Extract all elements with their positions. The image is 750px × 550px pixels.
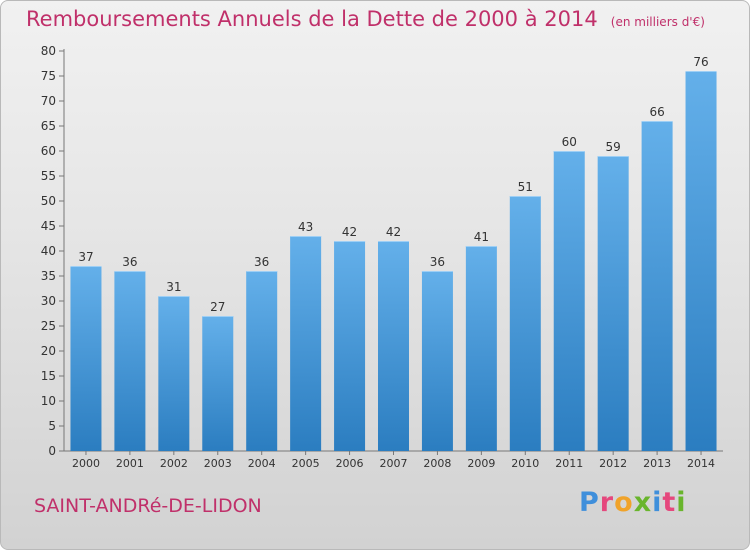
y-tick-label: 75 <box>41 69 56 83</box>
y-tick-label: 50 <box>41 194 56 208</box>
y-tick-label: 20 <box>41 344 56 358</box>
logo-letter: i <box>676 487 687 518</box>
x-tick-label: 2003 <box>204 457 232 470</box>
chart-title-block: Remboursements Annuels de la Dette de 20… <box>26 7 705 31</box>
y-tick-label: 25 <box>41 319 56 333</box>
y-tick-label: 45 <box>41 219 56 233</box>
x-tick-label: 2001 <box>116 457 144 470</box>
y-tick-label: 15 <box>41 369 56 383</box>
data-label: 76 <box>693 55 708 69</box>
y-tick-label: 80 <box>41 44 56 58</box>
data-label: 41 <box>474 230 489 244</box>
x-tick-label: 2006 <box>336 457 364 470</box>
x-tick-label: 2008 <box>423 457 451 470</box>
bar <box>465 246 497 451</box>
bar <box>246 271 278 451</box>
data-label: 42 <box>386 225 401 239</box>
x-tick-label: 2009 <box>467 457 495 470</box>
proxiti-logo[interactable]: Proxiti <box>579 487 687 518</box>
chart-unit: (en milliers d'€) <box>610 15 705 29</box>
y-tick-label: 40 <box>41 244 56 258</box>
logo-letter: r <box>599 487 615 518</box>
data-label: 37 <box>78 250 93 264</box>
data-label: 51 <box>518 180 533 194</box>
data-label: 60 <box>562 135 577 149</box>
x-tick-label: 2000 <box>72 457 100 470</box>
data-label: 31 <box>166 280 181 294</box>
bar <box>290 236 322 451</box>
x-tick-label: 2007 <box>380 457 408 470</box>
logo-letter: o <box>614 487 634 518</box>
chart-title: Remboursements Annuels de la Dette de 20… <box>26 7 598 31</box>
bar <box>685 71 717 451</box>
data-label: 43 <box>298 220 313 234</box>
x-tick-label: 2002 <box>160 457 188 470</box>
bar <box>334 241 366 451</box>
y-tick-label: 70 <box>41 94 56 108</box>
data-label: 59 <box>606 140 621 154</box>
x-tick-label: 2012 <box>599 457 627 470</box>
commune-name: SAINT-ANDRé-DE-LIDON <box>34 495 262 517</box>
y-tick-label: 10 <box>41 394 56 408</box>
y-tick-label: 5 <box>48 419 56 433</box>
y-tick-label: 35 <box>41 269 56 283</box>
data-label: 36 <box>254 255 269 269</box>
bar <box>378 241 409 451</box>
bar <box>597 156 629 451</box>
y-tick-label: 0 <box>48 444 56 458</box>
data-label: 36 <box>430 255 445 269</box>
bar <box>421 271 453 451</box>
data-label: 66 <box>649 105 664 119</box>
bar <box>509 196 541 451</box>
bar <box>158 296 190 451</box>
data-label: 27 <box>210 300 225 314</box>
x-tick-label: 2013 <box>643 457 671 470</box>
bar <box>553 151 585 451</box>
x-tick-label: 2005 <box>292 457 320 470</box>
logo-letter: P <box>579 487 600 518</box>
x-tick-label: 2010 <box>511 457 539 470</box>
x-tick-label: 2014 <box>687 457 715 470</box>
bar <box>70 266 102 451</box>
bar <box>114 271 146 451</box>
bar <box>202 316 234 451</box>
y-tick-label: 55 <box>41 169 56 183</box>
logo-letter: t <box>662 487 677 518</box>
logo-letter: x <box>633 487 653 518</box>
y-tick-label: 65 <box>41 119 56 133</box>
logo-letter: i <box>652 487 663 518</box>
x-tick-label: 2004 <box>248 457 276 470</box>
y-tick-label: 60 <box>41 144 56 158</box>
bar <box>641 121 673 451</box>
data-label: 42 <box>342 225 357 239</box>
y-tick-label: 30 <box>41 294 56 308</box>
data-label: 36 <box>122 255 137 269</box>
x-tick-label: 2011 <box>555 457 583 470</box>
